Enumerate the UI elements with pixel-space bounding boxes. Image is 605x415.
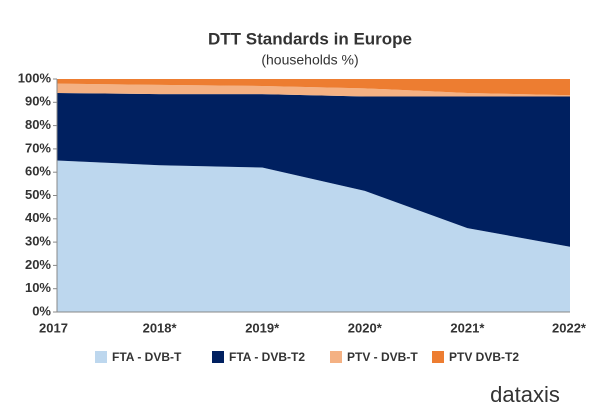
area	[57, 160, 570, 312]
x-tick-label: 2019*	[245, 320, 280, 335]
legend-label: FTA - DVB-T2	[229, 350, 305, 364]
y-tick-label: 50%	[25, 187, 51, 202]
x-tick-label: 2018*	[143, 320, 178, 335]
area	[57, 79, 570, 96]
x-tick-label: 2021*	[450, 320, 485, 335]
legend-swatch	[432, 351, 444, 363]
y-tick-label: 40%	[25, 210, 51, 225]
y-tick-label: 20%	[25, 257, 51, 272]
y-tick-label: 10%	[25, 280, 51, 295]
legend-swatch	[95, 351, 107, 363]
y-tick-label: 60%	[25, 164, 51, 179]
legend-label: PTV DVB-T2	[449, 350, 519, 364]
y-tick-label: 90%	[25, 94, 51, 109]
y-tick-label: 100%	[18, 70, 52, 85]
y-tick-label: 70%	[25, 140, 51, 155]
x-tick-label: 2022*	[552, 320, 587, 335]
chart-subtitle: (households %)	[261, 52, 358, 68]
y-tick-label: 0%	[32, 303, 51, 318]
y-tick-label: 80%	[25, 117, 51, 132]
chart-title: DTT Standards in Europe	[208, 29, 412, 48]
logo: dataxis	[490, 382, 560, 407]
legend-swatch	[330, 351, 342, 363]
x-tick-label: 2020*	[348, 320, 383, 335]
area	[57, 83, 570, 97]
area	[57, 92, 570, 247]
legend-swatch	[212, 351, 224, 363]
y-tick-label: 30%	[25, 234, 51, 249]
legend-label: FTA - DVB-T	[112, 350, 182, 364]
legend-label: PTV - DVB-T	[347, 350, 418, 364]
x-tick-label: 2017	[39, 320, 68, 335]
